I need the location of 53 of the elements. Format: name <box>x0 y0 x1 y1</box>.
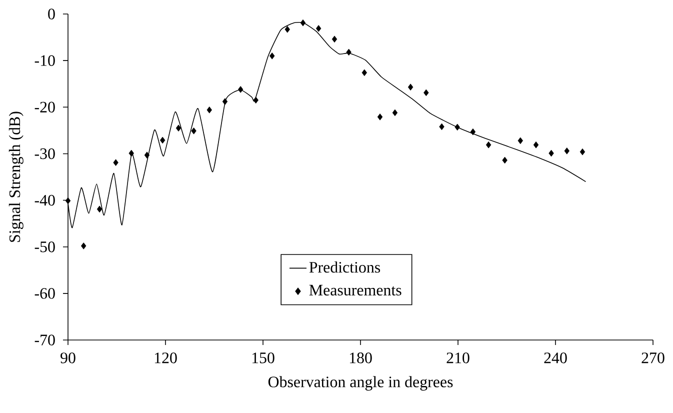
point <box>191 127 196 134</box>
point <box>144 152 150 159</box>
point <box>392 109 398 116</box>
y-tick-label: 0 <box>48 8 55 20</box>
point <box>518 137 524 144</box>
point <box>377 114 383 120</box>
point <box>238 86 244 93</box>
point <box>502 156 508 164</box>
x-tick-label: 270 <box>642 352 664 364</box>
point <box>454 124 460 131</box>
x-tick-label: 210 <box>446 352 470 364</box>
point <box>580 148 586 156</box>
legend-label: Measurements <box>309 284 402 296</box>
point <box>284 26 290 33</box>
point <box>113 159 118 166</box>
legend-label: Predictions <box>309 261 380 273</box>
point <box>160 136 166 144</box>
point <box>470 128 476 136</box>
point <box>65 197 71 204</box>
point <box>564 148 570 154</box>
y-tick-label: -40 <box>34 194 55 206</box>
x-tick-label: 120 <box>154 352 177 364</box>
point <box>253 96 258 104</box>
point <box>486 141 492 148</box>
y-tick-label: -60 <box>34 288 55 299</box>
point <box>270 52 275 60</box>
x-axis-title: Observation angle in degrees <box>268 376 453 391</box>
y-tick-label: -70 <box>34 334 55 346</box>
x-tick-label: 150 <box>252 352 274 364</box>
point <box>332 36 338 43</box>
y-axis-title: Signal Strength (dB) <box>8 112 24 242</box>
y-tick-label: -20 <box>34 102 55 113</box>
point <box>206 106 212 114</box>
point <box>81 242 86 250</box>
point <box>439 123 444 130</box>
point <box>96 206 102 213</box>
point <box>300 19 306 26</box>
point <box>408 84 414 91</box>
x-tick-label: 90 <box>60 352 76 364</box>
point <box>548 150 554 157</box>
y-tick-label: -50 <box>34 241 55 252</box>
point <box>176 124 182 132</box>
x-tick-label: 180 <box>350 352 372 364</box>
point <box>362 69 368 76</box>
point <box>128 150 134 157</box>
x-tick-label: 240 <box>544 352 567 364</box>
y-tick-label: -10 <box>34 55 55 66</box>
point <box>316 25 322 32</box>
point <box>222 98 228 105</box>
point <box>533 141 539 148</box>
point <box>424 89 429 96</box>
point <box>346 48 352 56</box>
y-tick-label: -30 <box>34 148 55 160</box>
